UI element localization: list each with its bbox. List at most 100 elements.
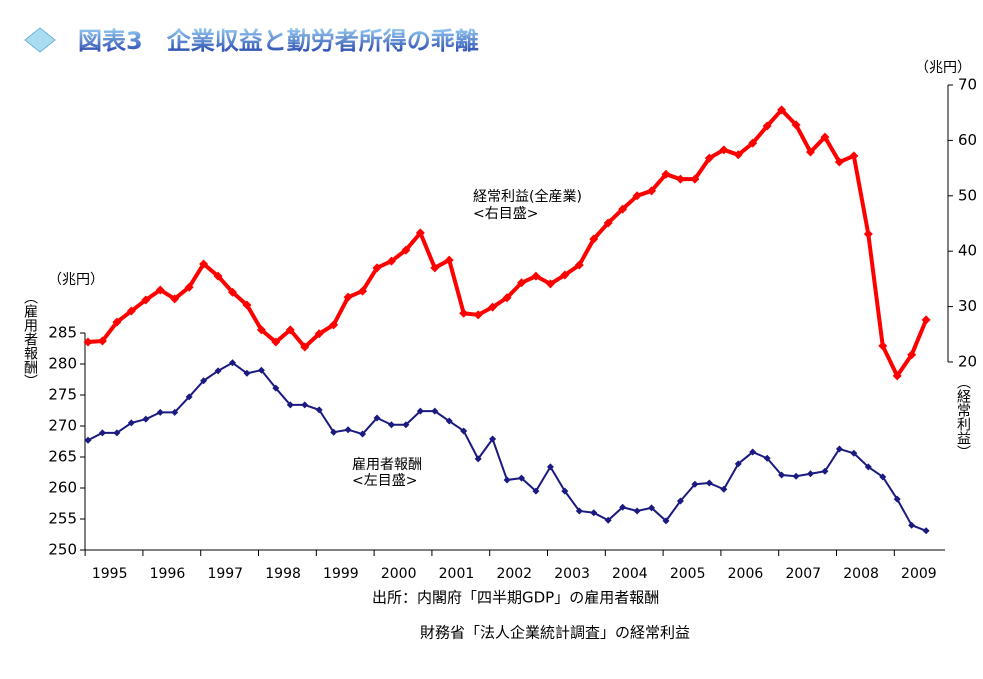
data-point xyxy=(792,472,800,480)
data-point xyxy=(344,426,352,434)
data-point xyxy=(691,480,699,488)
data-point xyxy=(503,476,511,484)
y-tick-label: 260 xyxy=(48,479,77,497)
data-point xyxy=(301,401,309,409)
data-point xyxy=(517,278,526,288)
data-point xyxy=(589,234,599,244)
data-point xyxy=(474,455,482,463)
data-point xyxy=(488,302,498,312)
data-point xyxy=(98,429,106,437)
y2-tick-label: 20 xyxy=(958,353,977,371)
annotation: <右目盛> xyxy=(473,206,538,222)
y2-tick-label: 40 xyxy=(958,242,977,260)
x-tick-label: 2006 xyxy=(728,566,764,582)
data-point xyxy=(271,337,281,347)
data-point xyxy=(242,300,252,310)
data-point xyxy=(272,384,280,392)
data-point xyxy=(185,393,193,401)
x-tick-label: 2000 xyxy=(381,566,417,582)
data-point xyxy=(633,507,641,515)
data-point xyxy=(199,259,209,269)
y2-tick-label: 60 xyxy=(958,131,977,149)
data-point xyxy=(834,157,844,167)
x-tick-label: 1999 xyxy=(323,566,359,582)
data-point xyxy=(112,317,122,327)
data-point xyxy=(200,377,208,385)
series-line xyxy=(87,361,927,532)
data-point xyxy=(921,315,931,325)
data-point xyxy=(850,449,858,457)
data-point xyxy=(690,174,700,184)
data-point xyxy=(879,473,887,481)
data-point xyxy=(604,516,612,524)
data-point xyxy=(97,336,107,346)
data-point xyxy=(518,474,525,482)
data-point xyxy=(373,414,381,422)
data-point xyxy=(619,503,627,511)
data-point xyxy=(473,310,483,320)
data-point xyxy=(575,507,583,515)
data-point xyxy=(257,366,265,374)
data-point xyxy=(343,292,353,302)
y-tick-label: 265 xyxy=(48,448,77,466)
data-point xyxy=(228,287,237,297)
data-point xyxy=(444,255,454,265)
data-point xyxy=(893,495,901,503)
x-tick-label: 1995 xyxy=(92,566,128,582)
annotation: 雇用者報酬 xyxy=(352,456,422,473)
data-point xyxy=(83,337,93,347)
data-point xyxy=(141,295,151,305)
y-tick-label: 275 xyxy=(48,386,77,404)
data-point xyxy=(791,120,801,130)
data-point xyxy=(864,463,872,471)
data-point xyxy=(256,325,266,335)
data-point xyxy=(820,132,830,142)
data-point xyxy=(734,460,742,468)
source: 出所：内閣府「四半期GDP」の雇用者報酬 xyxy=(372,589,659,607)
x-tick-label: 2004 xyxy=(612,566,648,582)
data-point xyxy=(431,407,439,415)
data-point xyxy=(648,504,656,512)
data-point xyxy=(358,286,368,296)
data-point xyxy=(113,429,121,437)
y2-unit: （兆円） xyxy=(915,60,971,76)
data-point xyxy=(762,121,772,131)
data-point xyxy=(662,517,670,525)
data-point xyxy=(705,479,713,487)
data-point xyxy=(849,151,859,161)
data-point xyxy=(878,341,888,351)
x-tick-label: 1998 xyxy=(265,566,301,582)
data-point xyxy=(243,369,251,377)
y2-tick-label: 30 xyxy=(958,297,977,315)
data-point xyxy=(315,406,323,414)
data-point xyxy=(401,245,411,255)
data-point xyxy=(387,421,395,429)
y2-tick-label: 70 xyxy=(958,76,977,94)
data-point xyxy=(502,293,512,303)
data-point xyxy=(184,282,194,292)
data-point xyxy=(807,470,814,478)
data-point xyxy=(618,204,628,214)
data-point xyxy=(155,285,165,295)
data-point xyxy=(590,509,598,517)
y-tick-label: 280 xyxy=(48,355,77,373)
y-unit: （兆円） xyxy=(48,272,104,288)
data-point xyxy=(531,271,541,281)
data-point xyxy=(661,169,671,179)
data-point xyxy=(84,436,92,444)
x-tick-label: 2005 xyxy=(670,566,706,582)
y2-label: （経常利益） xyxy=(955,375,971,459)
annotation: <左目盛> xyxy=(352,473,417,489)
data-point xyxy=(720,485,728,493)
data-point xyxy=(560,270,570,280)
data-point xyxy=(777,105,787,115)
x-tick-label: 2002 xyxy=(496,566,532,582)
data-point xyxy=(213,271,223,281)
y-label: （雇用者報酬） xyxy=(22,290,38,388)
y-tick-label: 285 xyxy=(48,324,77,342)
data-point xyxy=(402,421,410,429)
chart-title: 図表3 企業収益と勤労者所得の乖離 xyxy=(78,27,479,55)
data-point xyxy=(835,445,843,453)
x-tick-label: 2009 xyxy=(901,566,937,582)
